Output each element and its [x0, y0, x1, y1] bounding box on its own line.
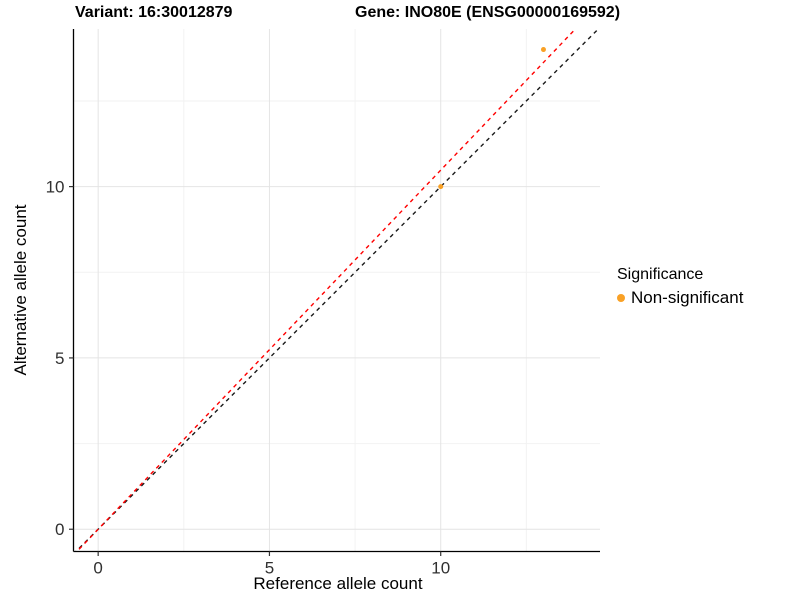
legend: Significance Non-significant	[617, 266, 743, 308]
svg-text:10: 10	[431, 559, 450, 578]
svg-text:5: 5	[265, 559, 274, 578]
svg-text:0: 0	[93, 559, 102, 578]
legend-item-non-significant: Non-significant	[617, 287, 743, 308]
legend-point-icon	[617, 293, 625, 302]
legend-title: Significance	[617, 266, 704, 283]
svg-text:10: 10	[46, 178, 65, 197]
legend-item-label: Non-significant	[631, 287, 744, 307]
x-axis-title: Reference allele count	[253, 574, 423, 593]
plot-title-gene: Gene: INO80E (ENSG00000169592)	[355, 4, 621, 21]
svg-text:5: 5	[55, 349, 64, 368]
plot-title-variant: Variant: 16:30012879	[75, 4, 233, 21]
svg-text:0: 0	[55, 520, 64, 539]
